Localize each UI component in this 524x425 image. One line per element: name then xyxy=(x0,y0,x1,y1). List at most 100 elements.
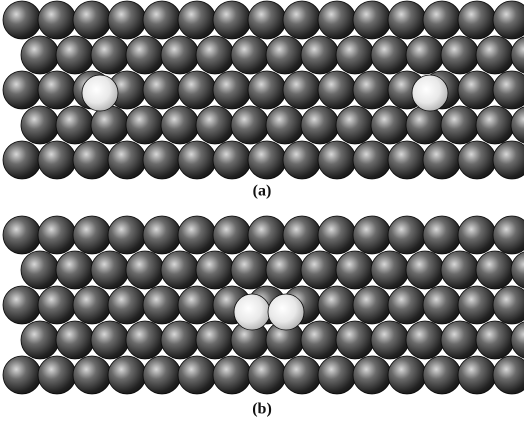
atom xyxy=(21,36,59,74)
atom xyxy=(266,106,304,144)
atom xyxy=(3,141,41,179)
atom xyxy=(161,251,199,289)
atom xyxy=(73,356,111,394)
atom xyxy=(248,356,286,394)
atom xyxy=(21,106,59,144)
atom xyxy=(476,251,514,289)
atom xyxy=(108,286,146,324)
atom xyxy=(441,36,479,74)
atom xyxy=(248,141,286,179)
atom xyxy=(91,251,129,289)
atom xyxy=(493,356,524,394)
atom xyxy=(283,1,321,39)
atom xyxy=(3,356,41,394)
atom xyxy=(21,321,59,359)
atom xyxy=(406,106,444,144)
atom xyxy=(56,321,94,359)
atom xyxy=(38,71,76,109)
atom xyxy=(441,106,479,144)
atom xyxy=(178,286,216,324)
atom xyxy=(388,1,426,39)
atom xyxy=(108,141,146,179)
atom xyxy=(493,216,524,254)
atom xyxy=(423,356,461,394)
atom xyxy=(318,356,356,394)
atom xyxy=(301,36,339,74)
atom xyxy=(3,1,41,39)
atom xyxy=(213,216,251,254)
atom xyxy=(178,356,216,394)
atom xyxy=(423,1,461,39)
atom xyxy=(336,251,374,289)
atom xyxy=(38,1,76,39)
atom xyxy=(318,71,356,109)
atom xyxy=(423,216,461,254)
atom xyxy=(353,71,391,109)
atom xyxy=(318,216,356,254)
atom xyxy=(231,251,269,289)
adatom xyxy=(234,294,270,330)
atom xyxy=(143,356,181,394)
atom xyxy=(318,1,356,39)
atom xyxy=(91,36,129,74)
atom xyxy=(143,1,181,39)
atom xyxy=(511,251,524,289)
atom xyxy=(178,1,216,39)
atom xyxy=(493,1,524,39)
atom xyxy=(301,251,339,289)
atom xyxy=(73,1,111,39)
atom xyxy=(248,1,286,39)
atom xyxy=(143,141,181,179)
adatom xyxy=(82,75,118,111)
atom xyxy=(38,356,76,394)
atom xyxy=(301,106,339,144)
atom xyxy=(371,106,409,144)
atom xyxy=(406,321,444,359)
atom xyxy=(143,286,181,324)
atom xyxy=(493,141,524,179)
atom xyxy=(196,321,234,359)
atom xyxy=(458,71,496,109)
atom xyxy=(371,321,409,359)
figure: (a) (b) xyxy=(0,0,524,425)
atom xyxy=(266,36,304,74)
panel-label: (a) xyxy=(253,183,272,200)
atom xyxy=(73,286,111,324)
atom xyxy=(248,71,286,109)
atom xyxy=(458,356,496,394)
atom xyxy=(178,141,216,179)
atom xyxy=(213,71,251,109)
atom xyxy=(353,141,391,179)
atom xyxy=(73,141,111,179)
atom xyxy=(178,216,216,254)
atom xyxy=(423,141,461,179)
atom xyxy=(161,321,199,359)
atom xyxy=(56,251,94,289)
page: (a) (b) (() => { const data = JSON.parse… xyxy=(0,0,524,425)
atom xyxy=(196,251,234,289)
atom xyxy=(3,286,41,324)
atom xyxy=(371,251,409,289)
atom xyxy=(213,356,251,394)
atom xyxy=(91,106,129,144)
atom xyxy=(283,141,321,179)
atom xyxy=(108,1,146,39)
atom xyxy=(126,106,164,144)
atom xyxy=(511,321,524,359)
atom xyxy=(318,286,356,324)
atom xyxy=(476,106,514,144)
atom xyxy=(353,216,391,254)
atom xyxy=(283,356,321,394)
atom xyxy=(336,106,374,144)
atom xyxy=(353,356,391,394)
atom xyxy=(38,141,76,179)
atom xyxy=(178,71,216,109)
atom xyxy=(301,321,339,359)
atom xyxy=(511,106,524,144)
atom xyxy=(371,36,409,74)
atom xyxy=(38,286,76,324)
atom xyxy=(126,251,164,289)
atom xyxy=(458,1,496,39)
atom xyxy=(388,356,426,394)
atom xyxy=(248,216,286,254)
